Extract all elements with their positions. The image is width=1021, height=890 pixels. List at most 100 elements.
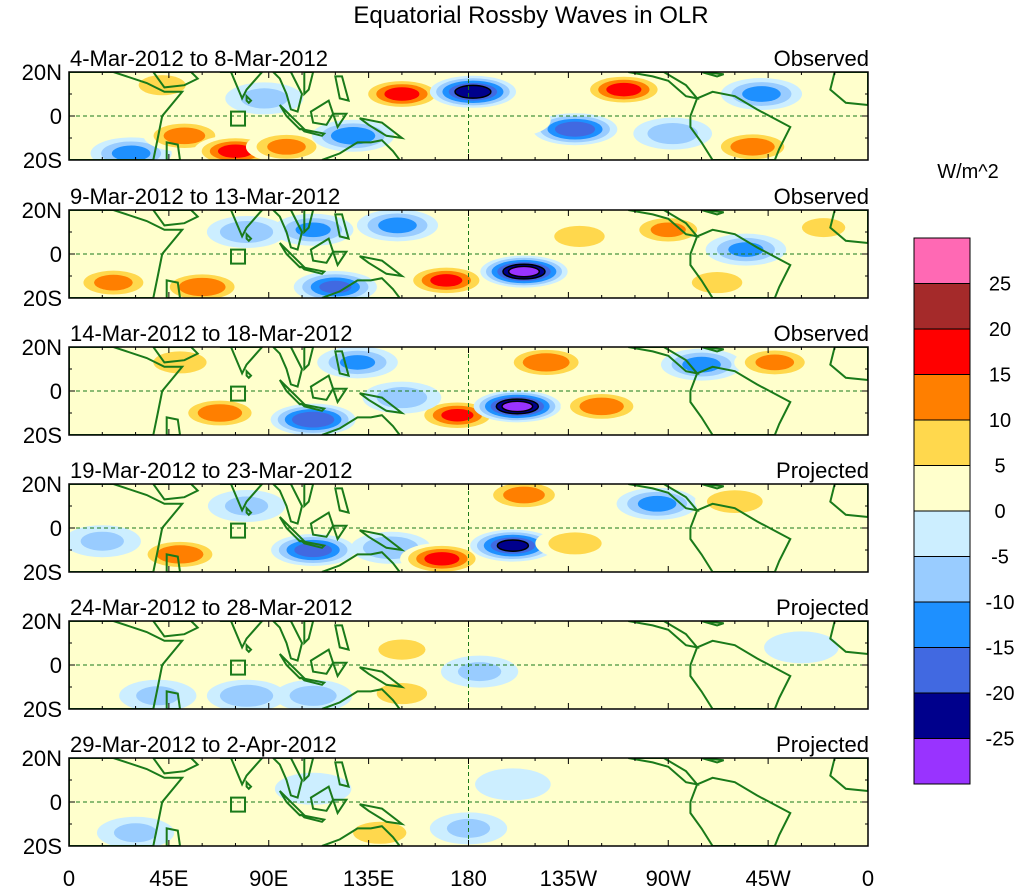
- panel-date-range: 4-Mar-2012 to 8-Mar-2012: [70, 46, 328, 71]
- anomaly-blob-7: [404, 264, 488, 297]
- contour-level: [94, 274, 133, 291]
- anomaly-blob-10: [429, 75, 517, 108]
- anomaly-field: [119, 631, 839, 709]
- chart-title: Equatorial Rossby Waves in OLR: [353, 2, 708, 29]
- contour-level: [111, 145, 151, 160]
- coastline: [321, 551, 401, 572]
- coastline: [271, 72, 304, 113]
- index-box: [230, 385, 247, 402]
- x-tick-label: 0: [862, 866, 874, 890]
- coastline: [359, 529, 406, 552]
- panel-date-range: 14-Mar-2012 to 18-Mar-2012: [70, 321, 352, 346]
- y-tick-label: 20N: [22, 60, 62, 85]
- anomaly-blob-9: [360, 78, 444, 110]
- anomaly-blob-8: [542, 660, 617, 692]
- x-tick-label: 90E: [249, 866, 288, 890]
- anomaly-blob-4: [362, 633, 441, 666]
- coastline: [334, 624, 351, 651]
- colorbar-tick-label: -25: [986, 729, 1015, 751]
- anomaly-blob-11: [734, 347, 816, 379]
- anomaly-blob-8: [764, 797, 839, 829]
- contour-level: [240, 88, 288, 109]
- coastline: [298, 676, 327, 686]
- y-tick-label: 0: [50, 653, 62, 678]
- anomaly-blob-12: [582, 73, 666, 106]
- anomaly-blob-4: [271, 534, 356, 566]
- coastline: [334, 75, 351, 102]
- coastline: [219, 72, 264, 101]
- colorbar-tick-label: 5: [994, 456, 1005, 478]
- coastline: [689, 228, 792, 298]
- colorbar-swatch: [913, 283, 971, 330]
- coastline: [829, 210, 868, 245]
- anomaly-blob-10: [616, 487, 698, 520]
- coastline: [69, 758, 185, 846]
- coastline: [689, 639, 792, 709]
- coastline: [245, 231, 253, 243]
- index-box: [230, 796, 247, 813]
- coastline: [321, 139, 401, 160]
- contour-level: [69, 361, 130, 394]
- panel-1: 20N 0 20S 4-Mar-2012 to 8-Mar-2012 Observed: [22, 46, 869, 173]
- colorbar-swatch: [913, 510, 971, 557]
- anomaly-field: [72, 210, 863, 298]
- coastline: [219, 210, 264, 239]
- contour-level: [339, 355, 376, 370]
- y-tick-label: 20S: [23, 697, 62, 722]
- contour-level: [475, 104, 551, 137]
- anomaly-blob-6: [245, 130, 328, 160]
- coastline: [689, 365, 792, 435]
- panel-status: Observed: [774, 184, 869, 209]
- anomaly-blob-4: [272, 213, 354, 246]
- coastline: [334, 761, 351, 788]
- y-tick-label: 0: [50, 790, 62, 815]
- x-tick-label: 180: [450, 866, 487, 890]
- colorbar-swatch: [913, 237, 971, 284]
- panel-3: 20N 0 20S 14-Mar-2012 to 18-Mar-2012 Observe…: [22, 321, 869, 448]
- anomaly-blob-2: [160, 271, 244, 298]
- anomaly-blob-5: [317, 347, 398, 379]
- anomaly-blob-7: [253, 638, 329, 670]
- contour-level: [363, 759, 441, 792]
- contour-level: [682, 356, 721, 373]
- x-axis: 0 45E 90E 135E 180 135W 90W 45W 0: [63, 866, 874, 890]
- contour-level: [542, 660, 617, 692]
- anomaly-blob-8: [483, 484, 565, 511]
- contour-level: [289, 685, 337, 706]
- colorbar-tick-label: -15: [986, 638, 1015, 660]
- panel-status: Projected: [776, 595, 869, 620]
- y-tick-label: 20S: [23, 423, 62, 448]
- coastline: [701, 347, 725, 353]
- y-tick-label: 0: [50, 104, 62, 129]
- coastline: [245, 505, 253, 517]
- contour-level: [630, 781, 706, 814]
- coastline: [359, 392, 406, 415]
- coastline: [245, 779, 253, 791]
- y-tick-label: 0: [50, 516, 62, 541]
- coastline: [69, 347, 185, 435]
- coastline: [334, 350, 351, 377]
- colorbar-swatch: [913, 374, 971, 421]
- anomaly-blob-14: [97, 220, 174, 253]
- contour-level: [548, 532, 602, 555]
- contour-level: [197, 404, 243, 422]
- contour-level: [764, 797, 839, 829]
- coastline: [152, 210, 200, 227]
- y-tick-label: 0: [50, 379, 62, 404]
- contour-level: [378, 639, 426, 660]
- coastline: [152, 758, 200, 775]
- x-tick-label: 45W: [746, 866, 791, 890]
- coastline: [628, 621, 700, 649]
- anomaly-blob-7: [470, 529, 556, 562]
- colorbar-swatch: [913, 647, 971, 694]
- anomaly-blob-1: [69, 525, 141, 558]
- coastline: [829, 484, 868, 519]
- contour-level: [441, 408, 474, 422]
- coastline: [303, 621, 315, 646]
- contour-level: [742, 86, 781, 102]
- coastline: [359, 803, 406, 826]
- contour-level: [554, 121, 596, 137]
- colorbar-tick-label: 25: [989, 274, 1011, 296]
- contour-level: [496, 539, 530, 552]
